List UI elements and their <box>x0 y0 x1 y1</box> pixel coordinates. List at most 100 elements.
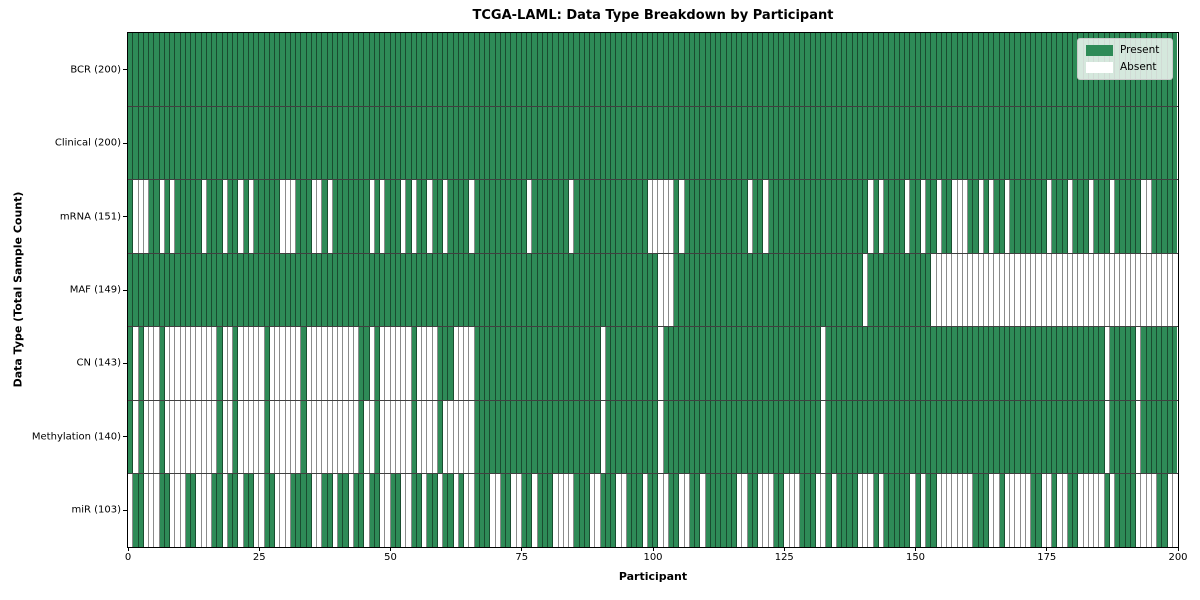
heatmap-cell <box>1083 180 1089 253</box>
heatmap-cell <box>1025 33 1031 106</box>
heatmap-cell <box>443 33 449 106</box>
heatmap-cell <box>206 253 212 327</box>
heatmap-cell <box>1046 400 1052 474</box>
heatmap-cell <box>721 180 727 253</box>
heatmap-cell <box>416 33 422 106</box>
heatmap-cell <box>826 33 832 106</box>
heatmap-cell <box>506 327 512 400</box>
heatmap-cell <box>1010 327 1016 400</box>
heatmap-cell <box>532 180 538 253</box>
heatmap-cell <box>663 400 669 474</box>
heatmap-cell <box>138 106 144 180</box>
heatmap-cell <box>1052 327 1058 400</box>
heatmap-cell <box>469 474 475 548</box>
heatmap-cell <box>1015 327 1021 400</box>
heatmap-cell <box>374 106 380 180</box>
heatmap-cell <box>994 33 1000 106</box>
heatmap-cell <box>978 180 984 253</box>
heatmap-cell <box>752 253 758 327</box>
heatmap-cell <box>941 180 947 253</box>
heatmap-cell <box>479 400 485 474</box>
heatmap-cell <box>705 253 711 327</box>
heatmap-cell <box>206 180 212 253</box>
heatmap-cell <box>416 106 422 180</box>
heatmap-cell <box>495 400 501 474</box>
heatmap-cell <box>516 400 522 474</box>
heatmap-cell <box>1015 400 1021 474</box>
heatmap-cell <box>154 33 160 106</box>
heatmap-cell <box>521 400 527 474</box>
heatmap-cell <box>878 253 884 327</box>
heatmap-cell <box>317 106 323 180</box>
heatmap-cell <box>968 106 974 180</box>
heatmap-cell <box>159 180 165 253</box>
heatmap-cell <box>989 180 995 253</box>
heatmap-cell <box>521 474 527 548</box>
heatmap-cell <box>721 327 727 400</box>
heatmap-cell <box>784 33 790 106</box>
heatmap-cell <box>1088 180 1094 253</box>
heatmap-cell <box>1151 106 1157 180</box>
heatmap-cell <box>1078 400 1084 474</box>
heatmap-cell <box>1172 106 1177 180</box>
heatmap-cell <box>1010 253 1016 327</box>
heatmap-cell <box>133 400 139 474</box>
heatmap-cell <box>952 33 958 106</box>
heatmap-cell <box>532 33 538 106</box>
heatmap-cell <box>721 474 727 548</box>
heatmap-cell <box>637 106 643 180</box>
heatmap-cell <box>1162 106 1168 180</box>
heatmap-cell <box>758 180 764 253</box>
heatmap-cell <box>427 106 433 180</box>
heatmap-cell <box>1067 327 1073 400</box>
heatmap-cell <box>527 33 533 106</box>
heatmap-cell <box>238 400 244 474</box>
heatmap-cell <box>569 474 575 548</box>
heatmap-cell <box>605 253 611 327</box>
heatmap-cell <box>374 180 380 253</box>
heatmap-cell <box>716 474 722 548</box>
heatmap-cell <box>821 400 827 474</box>
heatmap-cell <box>133 106 139 180</box>
heatmap-cell <box>1157 180 1163 253</box>
heatmap-cell <box>1146 474 1152 548</box>
heatmap-cell <box>852 400 858 474</box>
heatmap-cell <box>264 400 270 474</box>
heatmap-cell <box>280 253 286 327</box>
heatmap-cell <box>936 253 942 327</box>
heatmap-cell <box>590 253 596 327</box>
heatmap-cell <box>810 400 816 474</box>
heatmap-cell <box>621 327 627 400</box>
heatmap-cell <box>390 180 396 253</box>
heatmap-cell <box>495 327 501 400</box>
heatmap-cell <box>595 33 601 106</box>
heatmap-cell <box>642 327 648 400</box>
heatmap-cell <box>931 33 937 106</box>
heatmap-cell <box>138 33 144 106</box>
heatmap-cell <box>149 180 155 253</box>
heatmap-cell <box>889 327 895 400</box>
heatmap-cell <box>191 327 197 400</box>
heatmap-cell <box>248 400 254 474</box>
heatmap-cell <box>191 253 197 327</box>
heatmap-cell <box>395 327 401 400</box>
heatmap-cell <box>737 327 743 400</box>
heatmap-cell <box>348 327 354 400</box>
heatmap-cell <box>212 400 218 474</box>
heatmap-cell <box>275 106 281 180</box>
heatmap-cell <box>1041 474 1047 548</box>
heatmap-cell <box>773 180 779 253</box>
heatmap-cell <box>941 253 947 327</box>
heatmap-cell <box>742 33 748 106</box>
heatmap-cell <box>338 106 344 180</box>
heatmap-cell <box>899 253 905 327</box>
heatmap-cell <box>658 400 664 474</box>
heatmap-cell <box>710 180 716 253</box>
heatmap-cell <box>516 474 522 548</box>
heatmap-cell <box>647 33 653 106</box>
heatmap-cell <box>763 180 769 253</box>
heatmap-cell <box>1036 327 1042 400</box>
heatmap-cell <box>936 474 942 548</box>
heatmap-cell <box>889 33 895 106</box>
heatmap-cell <box>637 33 643 106</box>
